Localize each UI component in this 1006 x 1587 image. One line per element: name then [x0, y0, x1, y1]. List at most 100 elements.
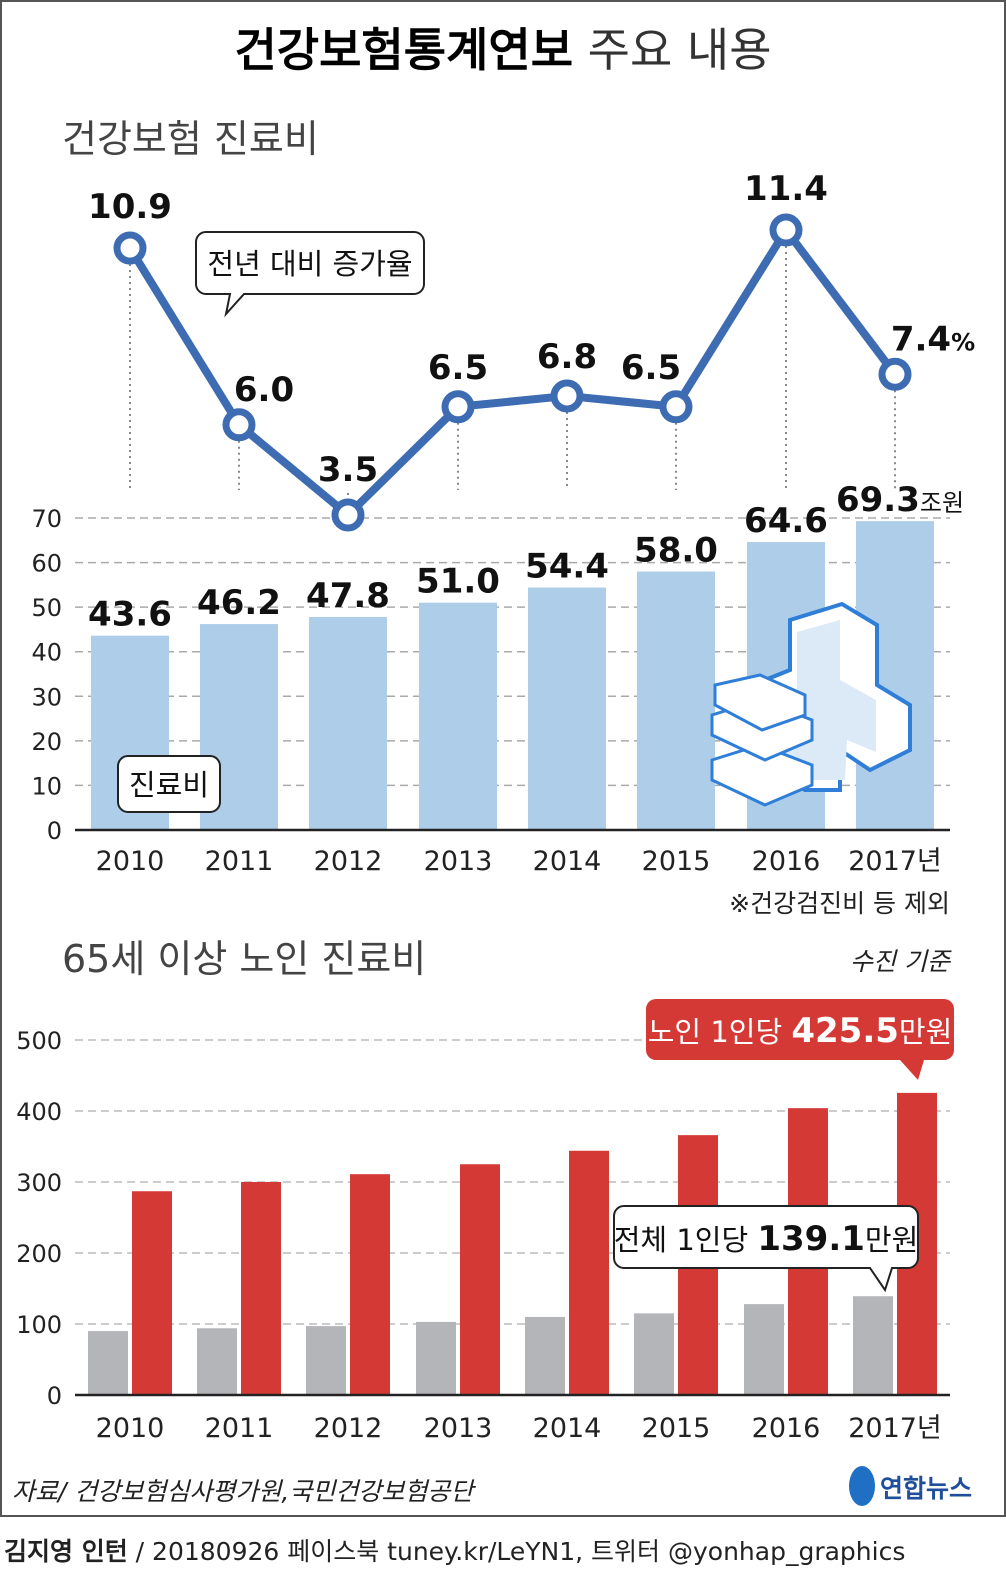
x-tick-label: 2013	[424, 1413, 493, 1444]
yonhap-logo: 연합뉴스	[849, 1466, 972, 1506]
bar-total	[88, 1331, 128, 1395]
line-value-label: 3.5	[318, 450, 378, 490]
line-point	[441, 390, 475, 424]
line-point	[331, 498, 365, 532]
x-tick-label: 2013	[424, 846, 493, 877]
callout-unit: 만원	[865, 1223, 918, 1257]
y-tick-label: 50	[31, 594, 62, 622]
bar	[419, 602, 497, 830]
elderly-callout	[646, 999, 954, 1080]
x-tick-label: 2015	[642, 1413, 711, 1444]
x-tick-label: 2011	[205, 846, 274, 877]
y-tick-label: 100	[16, 1311, 62, 1339]
bar-total	[744, 1304, 784, 1395]
line-value-label: 6.0	[234, 370, 294, 410]
y-tick-label: 10	[31, 772, 62, 800]
bar-total	[306, 1326, 346, 1395]
y-tick-label: 0	[47, 1382, 62, 1410]
callout-prefix: 노인 1인당	[648, 1015, 792, 1049]
total-callout	[613, 1205, 919, 1293]
bar-value-label: 69.3조원	[836, 480, 964, 520]
y-tick-label: 0	[47, 817, 62, 845]
bar-total	[853, 1296, 893, 1395]
line-value-label: 11.4	[744, 169, 828, 209]
bar-value-label: 43.6	[88, 595, 172, 635]
line-point	[222, 408, 256, 442]
svg-text:연합뉴스: 연합뉴스	[880, 1474, 972, 1503]
bar	[637, 571, 715, 830]
y-tick-label: 60	[31, 550, 62, 578]
total-callout-text: 전체 1인당 139.1만원	[614, 1219, 919, 1259]
x-tick-label: 2017년	[848, 1413, 942, 1444]
bar-elderly	[569, 1150, 609, 1395]
x-tick-label: 2010	[96, 846, 165, 877]
callout-value: 139.1	[757, 1219, 865, 1259]
medical-cross-icon	[710, 601, 912, 807]
bar-value-label: 64.6	[744, 501, 828, 541]
bar-total	[416, 1321, 456, 1395]
callout-unit: 만원	[899, 1015, 952, 1049]
y-tick-label: 400	[16, 1098, 62, 1126]
chart1-title: 건강보험 진료비	[62, 117, 319, 161]
unit-label: 조원	[920, 489, 964, 517]
credit-line: 김지영 인턴 / 20180926 페이스북 tuney.kr/LeYN1, 트…	[4, 1537, 905, 1566]
chart2-title: 65세 이상 노인 진료비	[62, 937, 426, 981]
line-value-label: 10.9	[88, 187, 172, 227]
bar-value-label: 46.2	[197, 583, 281, 623]
callout-value: 425.5	[791, 1011, 899, 1051]
bar-legend-box	[117, 755, 221, 813]
x-tick-label: 2014	[533, 846, 602, 877]
bar-total	[634, 1313, 674, 1395]
line-point	[550, 379, 584, 413]
bar-elderly	[350, 1174, 390, 1395]
x-tick-label: 2012	[314, 1413, 383, 1444]
line-series	[126, 226, 899, 519]
x-tick-label: 2010	[96, 1413, 165, 1444]
callout-prefix: 전체 1인당	[614, 1223, 758, 1257]
chart2-basis: 수진 기준	[850, 947, 952, 976]
bar	[309, 616, 387, 830]
y-tick-label: 200	[16, 1240, 62, 1268]
bar-value-label: 58.0	[634, 530, 718, 570]
line-legend-bubble	[195, 231, 425, 318]
chart2: 0 100 200 300 400 500 2010 2011 2012 2013 2014 2015…	[16, 999, 954, 1444]
bar-value-label: 54.4	[525, 547, 609, 587]
x-tick-label: 2016	[752, 1413, 821, 1444]
bar-value-label: 47.8	[306, 576, 390, 616]
y-tick-label: 70	[31, 505, 62, 533]
line-point	[769, 213, 803, 247]
y-tick-label: 300	[16, 1169, 62, 1197]
line-point	[659, 390, 693, 424]
line-value-label: 6.5	[428, 348, 488, 388]
chart1-note: ※건강검진비 등 제외	[729, 889, 950, 918]
x-tick-label: 2016	[752, 846, 821, 877]
x-tick-label: 2015	[642, 846, 711, 877]
line-point	[113, 231, 147, 265]
money-stack-icon	[710, 673, 814, 807]
bar	[528, 587, 606, 830]
x-tick-label: 2011	[205, 1413, 274, 1444]
bar-total	[525, 1316, 565, 1395]
main-title: 건강보험통계연보 주요 내용	[234, 23, 771, 77]
source-text: 자료/ 건강보험심사평가원,국민건강보험공단	[12, 1477, 476, 1506]
y-tick-label: 20	[31, 728, 62, 756]
bar-legend-label: 진료비	[129, 768, 209, 802]
x-tick-label: 2014	[533, 1413, 602, 1444]
bar-elderly	[460, 1164, 500, 1395]
elderly-callout-text: 노인 1인당 425.5만원	[648, 1011, 953, 1051]
unit-label: %	[951, 328, 975, 356]
y-tick-label: 40	[31, 639, 62, 667]
y-tick-label: 30	[31, 683, 62, 711]
bar-total	[197, 1328, 237, 1395]
line-value-label: 6.8	[537, 337, 597, 377]
x-tick-label: 2012	[314, 846, 383, 877]
line-value-label: 6.5	[621, 348, 681, 388]
bar-elderly	[132, 1191, 172, 1395]
bar-value-label: 51.0	[416, 562, 500, 602]
y-tick-label: 500	[16, 1027, 62, 1055]
x-tick-label: 2017년	[848, 846, 942, 877]
line-legend-label: 전년 대비 증가율	[207, 247, 412, 281]
bar-elderly	[241, 1182, 281, 1395]
